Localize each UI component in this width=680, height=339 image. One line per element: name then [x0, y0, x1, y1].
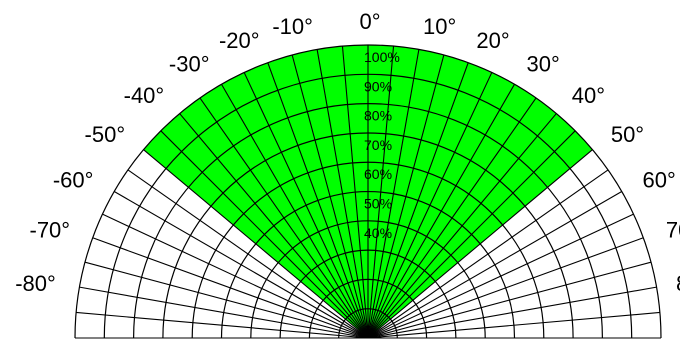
angle-label: 70° [666, 218, 680, 243]
angle-label: -70° [30, 218, 71, 243]
angle-label: -60° [53, 168, 94, 193]
angle-label: -40° [124, 83, 165, 108]
angle-label: -80° [15, 271, 56, 296]
angle-label: 40° [572, 83, 605, 108]
polar-grid [74, 44, 662, 339]
angle-label: 20° [476, 28, 509, 53]
grid-ring [103, 73, 633, 339]
angle-label: -20° [219, 28, 260, 53]
angle-label: -10° [272, 14, 313, 39]
ring-labels: 100% 90% 80% 70% 60% 50% 40% [364, 49, 400, 241]
angle-label: 60° [643, 168, 676, 193]
angle-labels: -80° -70° -60° -50° -40°-30° -20° -10° 0° 10° 20°… [15, 9, 680, 296]
grid-ring [220, 190, 516, 339]
angle-label: 80 [676, 271, 680, 296]
angle-label: 10° [423, 14, 456, 39]
grid-ring [338, 308, 398, 339]
ring-label: 90% [364, 78, 392, 94]
grid-ring [162, 132, 574, 339]
angle-label: -50° [85, 122, 126, 147]
grid-ring [279, 249, 457, 339]
angle-label: -30° [169, 51, 210, 76]
angle-label: 0° [359, 9, 380, 34]
ring-label: 50% [364, 196, 392, 212]
grid-ring [250, 220, 486, 339]
grid-ring [133, 103, 603, 339]
angle-label: 30° [527, 51, 560, 76]
grid-ring [191, 161, 545, 339]
grid-ring [74, 44, 662, 339]
ring-label: 80% [364, 108, 392, 124]
ring-label: 100% [364, 49, 400, 65]
ring-label: 60% [364, 166, 392, 182]
grid-ring [308, 278, 428, 339]
ring-label: 70% [364, 137, 392, 153]
ring-label: 40% [364, 225, 392, 241]
angle-label: 50° [611, 122, 644, 147]
